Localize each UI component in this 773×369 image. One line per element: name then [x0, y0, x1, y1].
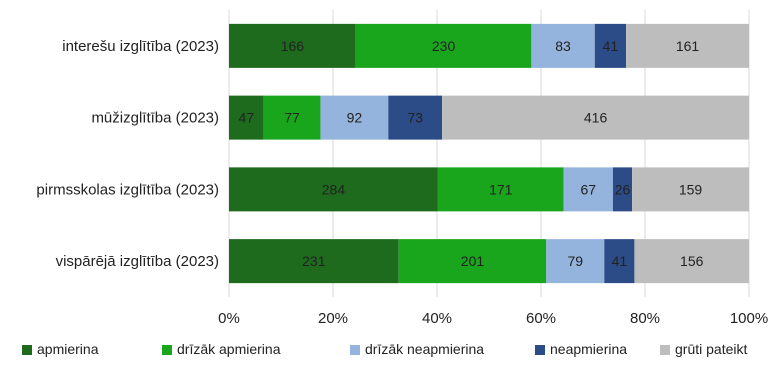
category-label: pirmsskolas izglītība (2023) [36, 181, 219, 198]
data-label: 159 [679, 181, 703, 197]
legend-entry: apmierina [37, 341, 99, 357]
data-label: 92 [347, 110, 363, 126]
legend: apmierina drīzāk apmierina drīzāk neapmier… [22, 341, 747, 357]
data-label: 416 [584, 110, 608, 126]
data-label: 83 [555, 38, 571, 54]
bar-segment [229, 23, 356, 68]
data-label: 230 [432, 38, 456, 54]
x-tick-label: 0% [218, 310, 240, 327]
bar-segment [388, 95, 443, 140]
bars [229, 23, 749, 284]
legend-entry: drīzāk apmierina [177, 341, 281, 357]
bar-segment [531, 23, 595, 68]
bar-segment [604, 239, 635, 284]
data-label: 77 [284, 110, 300, 126]
bar-segment [632, 167, 749, 212]
category-labels: interešu izglītība (2023) mūžizglītība (2… [36, 38, 219, 270]
data-label: 67 [581, 181, 597, 197]
bar-segment [320, 95, 389, 140]
x-tick-label: 40% [422, 310, 452, 327]
bar-segment [437, 167, 564, 212]
x-tick-label: 100% [730, 310, 768, 327]
legend-swatch [162, 345, 172, 355]
data-label: 171 [489, 181, 513, 197]
data-label: 73 [407, 110, 423, 126]
bar-segment [612, 167, 633, 212]
legend-swatch [22, 345, 32, 355]
bar-segment [442, 95, 749, 140]
data-label: 26 [615, 181, 631, 197]
data-label: 161 [676, 38, 700, 54]
data-label: 41 [612, 253, 628, 269]
category-label: vispārējā izglītība (2023) [56, 253, 219, 270]
x-axis-tick-labels: 0% 20% 40% 60% 80% 100% [218, 310, 768, 327]
data-label: 284 [322, 181, 346, 197]
category-label: mūžizglītība (2023) [91, 110, 219, 127]
category-label: interešu izglītība (2023) [62, 38, 219, 55]
bar-segment [229, 167, 438, 212]
x-tick-label: 80% [630, 310, 660, 327]
bar-segment [634, 239, 749, 284]
bar-segment [563, 167, 613, 212]
bar-segment [398, 239, 547, 284]
data-label: 47 [239, 110, 255, 126]
x-tick-label: 20% [318, 310, 348, 327]
bar-segment [546, 239, 605, 284]
legend-entry: neapmierina [550, 341, 627, 357]
data-label: 231 [302, 253, 326, 269]
data-label: 41 [603, 38, 619, 54]
legend-swatch [350, 345, 360, 355]
bar-segment [594, 23, 627, 68]
data-label: 201 [461, 253, 485, 269]
bar-segment [626, 23, 749, 68]
legend-entry: grūti pateikt [675, 341, 747, 357]
data-label: 166 [281, 38, 305, 54]
bar-segment [355, 23, 532, 68]
bar-segment [229, 239, 399, 284]
x-tick-label: 60% [526, 310, 556, 327]
bar-segment [263, 95, 321, 140]
legend-swatch [660, 345, 670, 355]
bar-labels: 166 230 83 41 161 47 77 92 73 416 284 171 67 26 159 231… [239, 38, 704, 269]
bar-segment [229, 95, 264, 140]
legend-swatch [535, 345, 545, 355]
data-label: 156 [680, 253, 704, 269]
data-label: 79 [568, 253, 584, 269]
legend-entry: drīzāk neapmierina [365, 341, 484, 357]
